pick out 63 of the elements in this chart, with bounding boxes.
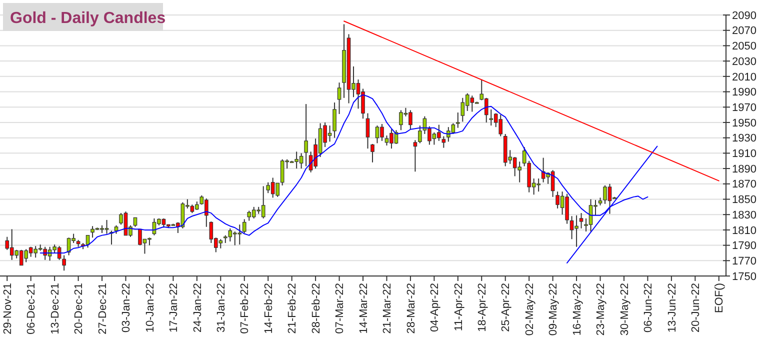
candlestick (133, 217, 138, 228)
y-tick-label: 1930 (732, 132, 756, 145)
candlestick (418, 125, 422, 144)
candlestick (337, 82, 342, 115)
y-tick-label: 2070 (732, 25, 756, 38)
x-tick-label: 25-Apr-22 (500, 283, 512, 332)
x-tick-label: 11-Apr-22 (452, 283, 465, 332)
candlestick (579, 212, 584, 229)
candlestick (62, 254, 66, 272)
x-tick-label: 10-Jan-22 (144, 283, 156, 333)
y-tick-label: 1830 (732, 209, 756, 222)
y-tick-label: 1910 (732, 148, 756, 160)
x-tick-label: 13-Dec-21 (49, 283, 62, 334)
x-tick-label: 07-Feb-22 (239, 283, 252, 334)
y-tick-label: 1890 (732, 163, 756, 176)
x-tick-label: 18-Apr-22 (476, 283, 488, 332)
y-tick-label: 1810 (732, 224, 756, 237)
y-tick-label: 1770 (732, 255, 756, 268)
x-tick-label: 24-Jan-22 (192, 283, 204, 333)
candlestick (413, 140, 418, 172)
y-tick-label: 1790 (732, 240, 756, 252)
x-tick-label: 07-Mar-22 (334, 283, 346, 334)
chart-title: Gold - Daily Candles (10, 10, 166, 27)
y-tick-label: 2090 (732, 10, 756, 22)
x-tick-label: 29-Nov-21 (2, 283, 14, 334)
x-tick-label: 06-Dec-21 (26, 283, 38, 334)
candlestick (242, 218, 246, 234)
y-tick-label: 2010 (732, 71, 756, 84)
x-tick-label: 28-Feb-22 (310, 283, 322, 334)
x-tick-label: 16-May-22 (571, 283, 584, 336)
y-tick-label: 1990 (732, 86, 756, 99)
y-tick-label: 2030 (732, 56, 756, 68)
x-tick-label: 27-Dec-21 (96, 283, 109, 334)
x-tick-label: 09-May-22 (548, 283, 560, 336)
y-tick-label: 1850 (732, 194, 756, 206)
x-tick-label: 13-Jun-22 (666, 283, 678, 333)
x-tick-label: 21-Mar-22 (382, 283, 394, 334)
candlestick (370, 143, 374, 163)
x-tick-label: EOF() (714, 283, 726, 313)
y-tick-label: 1750 (732, 270, 756, 283)
y-tick-label: 2050 (732, 40, 756, 53)
x-tick-label: 20-Jun-22 (690, 283, 702, 333)
x-tick-label: 14-Mar-22 (358, 283, 370, 334)
y-tick-label: 1950 (732, 117, 756, 130)
x-tick-label: 31-Jan-22 (215, 283, 228, 333)
candlestick (304, 104, 308, 167)
x-tick-label: 14-Feb-22 (262, 283, 275, 334)
x-tick-label: 03-Jan-22 (120, 283, 133, 333)
x-tick-label: 21-Feb-22 (286, 283, 299, 334)
x-tick-label: 02-May-22 (524, 283, 536, 336)
x-tick-label: 17-Jan-22 (168, 283, 180, 333)
x-tick-label: 04-Apr-22 (429, 283, 442, 332)
candlestick (366, 112, 370, 150)
candlestick (442, 136, 446, 148)
x-tick-label: 28-Mar-22 (405, 283, 418, 334)
x-tick-label: 23-May-22 (595, 283, 608, 336)
x-tick-label: 06-Jun-22 (642, 283, 655, 333)
candlestick (332, 102, 336, 138)
candlestick (456, 112, 460, 128)
y-tick-label: 1970 (732, 102, 756, 114)
x-tick-label: 30-May-22 (618, 283, 631, 336)
y-tick-label: 1870 (732, 178, 756, 191)
x-tick-label: 20-Dec-21 (73, 283, 86, 334)
